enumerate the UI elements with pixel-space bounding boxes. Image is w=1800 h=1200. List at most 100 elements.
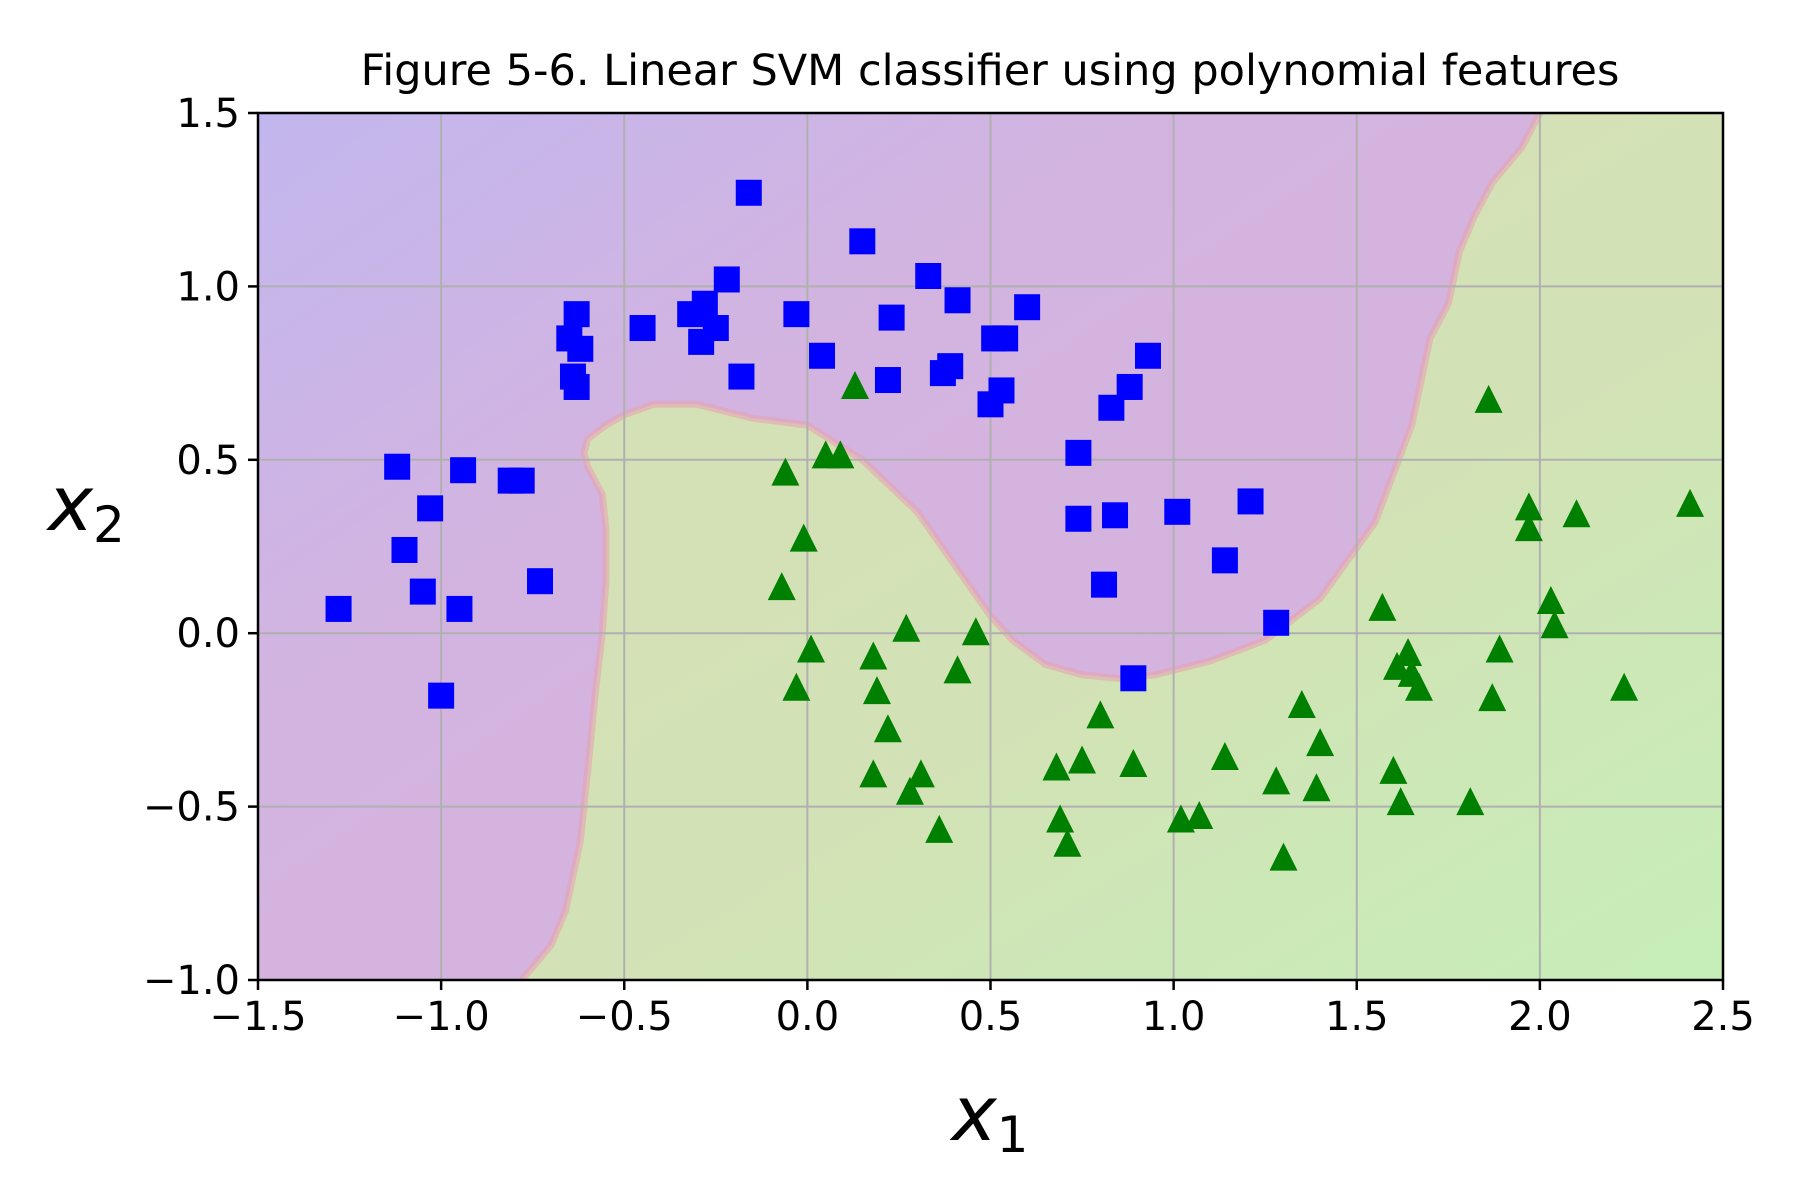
square-point xyxy=(450,457,477,484)
triangle-point xyxy=(782,672,811,701)
square-point xyxy=(446,595,473,622)
square-point xyxy=(713,266,740,293)
y-axis: −1.0 −0.5 0.0 0.5 1.0 1.5 xyxy=(143,91,258,1004)
triangle-point xyxy=(1386,787,1415,816)
triangle-point xyxy=(1086,700,1115,729)
triangle-point xyxy=(1485,634,1514,663)
triangle-point xyxy=(1306,728,1335,757)
square-point xyxy=(702,315,729,342)
triangle-point xyxy=(1562,499,1591,528)
chart-title: Figure 5-6. Linear SVM classifier using … xyxy=(361,46,1620,96)
triangle-point xyxy=(1514,492,1543,521)
y-axis-label: x2 xyxy=(46,459,125,554)
x-axis-label: x1 xyxy=(950,1069,1029,1164)
triangle-point xyxy=(925,814,954,843)
triangle-point xyxy=(1269,842,1298,871)
x-tick-label: 0.5 xyxy=(959,994,1023,1040)
triangle-point xyxy=(1042,752,1071,781)
triangle-point xyxy=(840,370,869,399)
decision-boundary xyxy=(519,113,1543,980)
x-axis-label-main: x xyxy=(950,1069,998,1158)
triangle-point xyxy=(1046,804,1075,833)
square-point xyxy=(988,377,1015,404)
x-axis: −1.5 −1.0 −0.5 0.0 0.5 1.0 1.5 2.0 2.5 xyxy=(209,980,1755,1040)
square-point xyxy=(567,335,594,362)
triangle-point xyxy=(789,523,818,552)
triangle-point xyxy=(767,572,796,601)
triangle-point xyxy=(1287,690,1316,719)
x-tick-label: 1.5 xyxy=(1325,994,1389,1040)
y-tick-label: 0.5 xyxy=(176,438,240,484)
square-point xyxy=(508,467,535,494)
triangle-point xyxy=(1262,766,1291,795)
square-point xyxy=(1065,505,1092,532)
square-point xyxy=(1065,439,1092,466)
square-point xyxy=(735,179,762,206)
square-point xyxy=(849,228,876,255)
triangle-point xyxy=(826,440,855,469)
y-tick-label: −1.0 xyxy=(143,958,240,1004)
markers xyxy=(325,179,1705,871)
y-tick-label: −0.5 xyxy=(143,785,240,831)
y-tick-label: 0.0 xyxy=(176,611,240,657)
triangle-point xyxy=(943,655,972,684)
square-point xyxy=(428,682,455,709)
triangle-point xyxy=(1379,755,1408,784)
square-point xyxy=(1237,488,1264,515)
triangle-point xyxy=(873,714,902,743)
square-point xyxy=(391,536,418,563)
square-point xyxy=(1102,502,1129,529)
square-point xyxy=(1263,609,1290,636)
y-axis-label-sub: 2 xyxy=(93,496,125,554)
square-point xyxy=(944,287,971,314)
square-point xyxy=(1120,665,1147,692)
triangle-point xyxy=(1185,801,1214,830)
square-point xyxy=(691,290,718,317)
x-tick-label: 2.5 xyxy=(1691,994,1755,1040)
triangle-point xyxy=(859,641,888,670)
square-point xyxy=(809,342,836,369)
triangle-point xyxy=(1119,748,1148,777)
square-point xyxy=(783,301,810,328)
y-tick-label: 1.5 xyxy=(176,91,240,137)
square-point xyxy=(1211,547,1238,574)
triangle-point xyxy=(1474,384,1503,413)
triangle-point xyxy=(1405,672,1434,701)
triangle-point xyxy=(1540,610,1569,639)
square-point xyxy=(417,495,444,522)
x-tick-label: 2.0 xyxy=(1508,994,1572,1040)
square-point xyxy=(1164,498,1191,525)
triangle-point xyxy=(895,776,924,805)
x-tick-label: 1.0 xyxy=(1142,994,1206,1040)
square-point xyxy=(915,262,942,289)
triangle-point xyxy=(1068,745,1097,774)
triangle-point xyxy=(1394,638,1423,667)
square-point xyxy=(563,373,590,400)
square-point xyxy=(1134,342,1161,369)
triangle-point xyxy=(1302,773,1331,802)
y-axis-label-main: x xyxy=(46,459,94,548)
square-point xyxy=(874,367,901,394)
x-tick-label: −0.5 xyxy=(576,994,673,1040)
square-point xyxy=(937,353,964,380)
square-point xyxy=(409,578,436,605)
square-point xyxy=(325,595,352,622)
triangle-point xyxy=(1514,513,1543,542)
x-tick-label: −1.0 xyxy=(393,994,490,1040)
square-point xyxy=(1116,373,1143,400)
square-point xyxy=(992,325,1019,352)
square-point xyxy=(878,304,905,331)
x-tick-label: −1.5 xyxy=(209,994,306,1040)
y-tick-label: 1.0 xyxy=(176,264,240,310)
triangle-point xyxy=(906,759,935,788)
x-axis-label-sub: 1 xyxy=(997,1106,1029,1164)
triangle-point xyxy=(1456,787,1485,816)
triangle-point xyxy=(1536,585,1565,614)
triangle-point xyxy=(1053,828,1082,857)
triangle-point xyxy=(797,634,826,663)
triangle-point xyxy=(859,759,888,788)
triangle-point xyxy=(1610,672,1639,701)
square-point xyxy=(1014,294,1041,321)
plot-area xyxy=(258,113,1723,980)
